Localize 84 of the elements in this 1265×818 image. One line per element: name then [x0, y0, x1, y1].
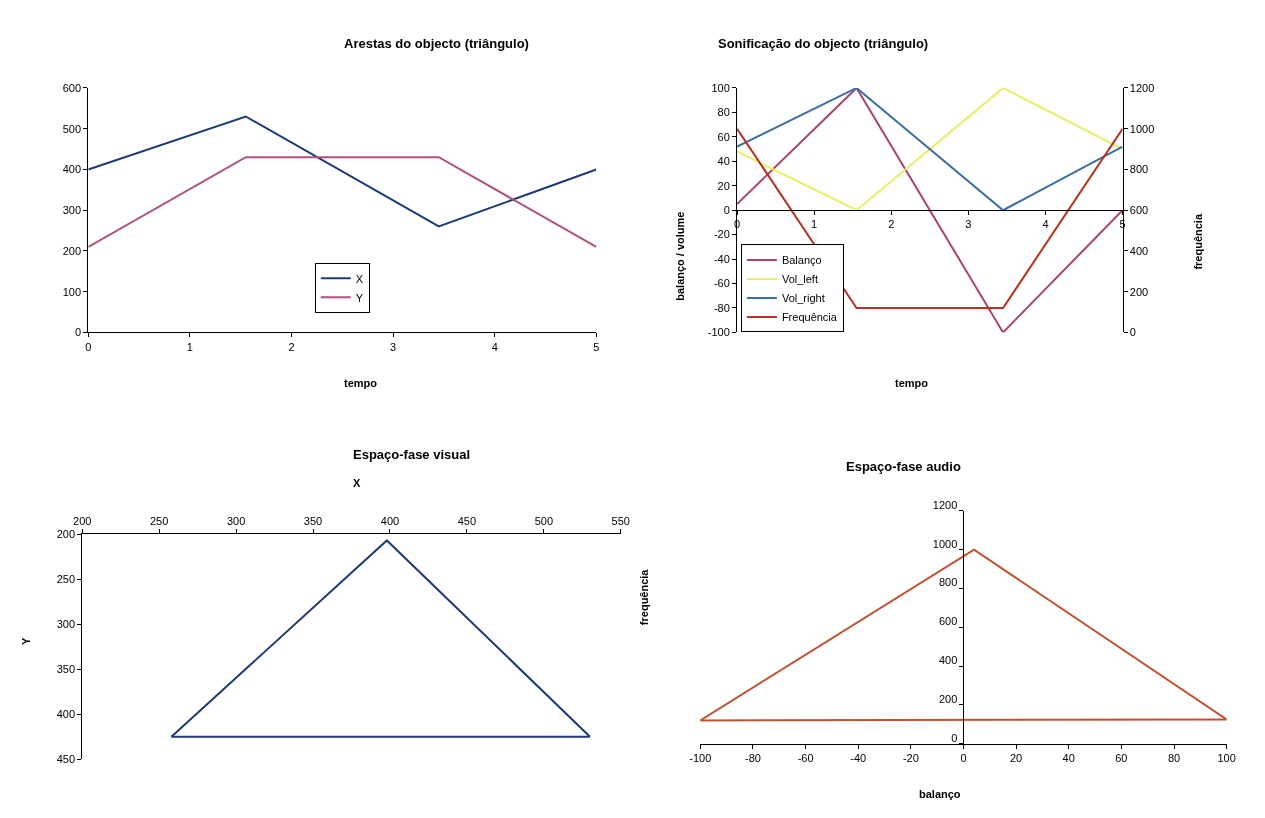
y-tick-label: 80 [717, 106, 730, 119]
legend-label: Y [355, 291, 364, 304]
y-tick-label: 600 [938, 615, 958, 628]
chart-title: Arestas do objecto (triângulo) [344, 36, 529, 51]
y-tick-label: -20 [713, 228, 730, 241]
x-tick-label: -20 [902, 751, 919, 764]
y2-tick-label: 1200 [1129, 81, 1155, 94]
x-tick-label: 1 [186, 340, 193, 353]
x-tick-label: 4 [1042, 218, 1049, 231]
chart-title: Sonificação do objecto (triângulo) [718, 36, 929, 51]
x-tick-label: 1 [811, 218, 818, 231]
y2-tick-label: 200 [1129, 285, 1149, 298]
y-tick-label: 1200 [932, 498, 958, 511]
x-tick-label: -80 [745, 751, 761, 764]
x-tick-label: 200 [73, 514, 92, 527]
y-tick-label: 350 [56, 663, 75, 676]
legend-label: Frequência [781, 311, 838, 324]
y-tick-label: 0 [723, 204, 730, 217]
x-tick-label: 80 [1167, 751, 1181, 764]
legend-label: Vol_left [781, 273, 818, 286]
y2-tick-label: 1000 [1129, 122, 1155, 135]
y-tick-label: 1000 [932, 537, 958, 550]
chart-title: Espaço-fase visual [353, 447, 471, 462]
y-tick-label: 20 [717, 179, 730, 192]
x-tick-label: 500 [534, 514, 553, 527]
x-tick-label: -100 [689, 751, 712, 764]
y-tick-label: 100 [711, 81, 730, 94]
x-tick-label: 2 [888, 218, 895, 231]
chart-title: Espaço-fase audio [846, 459, 961, 474]
x-tick-label: 3 [390, 340, 397, 353]
y-tick-label: 100 [62, 285, 82, 298]
y-axis-title: Y [19, 636, 32, 645]
y2-tick-label: 800 [1129, 163, 1149, 176]
y-tick-label: 60 [717, 130, 730, 143]
x-tick-label: 4 [491, 340, 498, 353]
legend-label: Balanço [781, 254, 822, 267]
y2-tick-label: 400 [1129, 244, 1149, 257]
y-axis-title: frequência [637, 568, 650, 626]
y-tick-label: 400 [56, 708, 75, 721]
x-tick-label: 0 [85, 340, 92, 353]
y-tick-label: 400 [938, 653, 958, 666]
y2-tick-label: 0 [1129, 326, 1136, 339]
x-tick-label: 5 [593, 340, 600, 353]
y-tick-label: 600 [62, 81, 82, 94]
x-tick-label: 0 [960, 751, 967, 764]
y-tick-label: 200 [62, 244, 82, 257]
y-tick-label: 200 [56, 528, 75, 541]
y-tick-label: 800 [938, 576, 958, 589]
y-tick-label: 300 [56, 618, 75, 631]
x-tick-label: -40 [850, 751, 867, 764]
x-tick-label: 100 [1217, 751, 1236, 764]
y2-tick-label: 600 [1129, 204, 1149, 217]
x-tick-label: 2 [288, 340, 295, 353]
x-tick-label: 450 [457, 514, 477, 527]
legend-label: Vol_right [781, 292, 825, 305]
y-tick-label: 400 [62, 163, 82, 176]
y-tick-label: 0 [75, 326, 82, 339]
y-axis-title: balanço / volume [674, 211, 687, 301]
y2-axis-title: frequência [1192, 213, 1205, 270]
y-tick-label: 250 [56, 573, 75, 586]
y-tick-label: -100 [707, 326, 730, 339]
x-tick-label: 350 [303, 514, 323, 527]
y-tick-label: -80 [713, 301, 730, 314]
x-tick-label: 300 [226, 514, 246, 527]
y-tick-label: 0 [951, 731, 958, 744]
y-tick-label: 300 [62, 204, 82, 217]
x-axis-title: X [353, 477, 361, 489]
x-axis-title: tempo [895, 377, 929, 389]
x-tick-label: 3 [965, 218, 972, 231]
y-tick-label: 200 [938, 692, 958, 705]
x-tick-label: 40 [1062, 751, 1075, 764]
x-tick-label: 400 [380, 514, 400, 527]
x-tick-label: 250 [149, 514, 169, 527]
y-tick-label: 500 [62, 122, 82, 135]
x-tick-label: -60 [797, 751, 814, 764]
x-tick-label: 60 [1115, 751, 1128, 764]
x-tick-label: 20 [1009, 751, 1023, 764]
legend-label: X [355, 272, 364, 285]
y-tick-label: 40 [717, 155, 730, 168]
y-tick-label: -60 [713, 277, 730, 290]
y-tick-label: -40 [713, 252, 730, 265]
x-axis-title: balanço [919, 788, 961, 800]
x-axis-title: tempo [344, 377, 378, 389]
x-tick-label: 550 [611, 514, 630, 527]
